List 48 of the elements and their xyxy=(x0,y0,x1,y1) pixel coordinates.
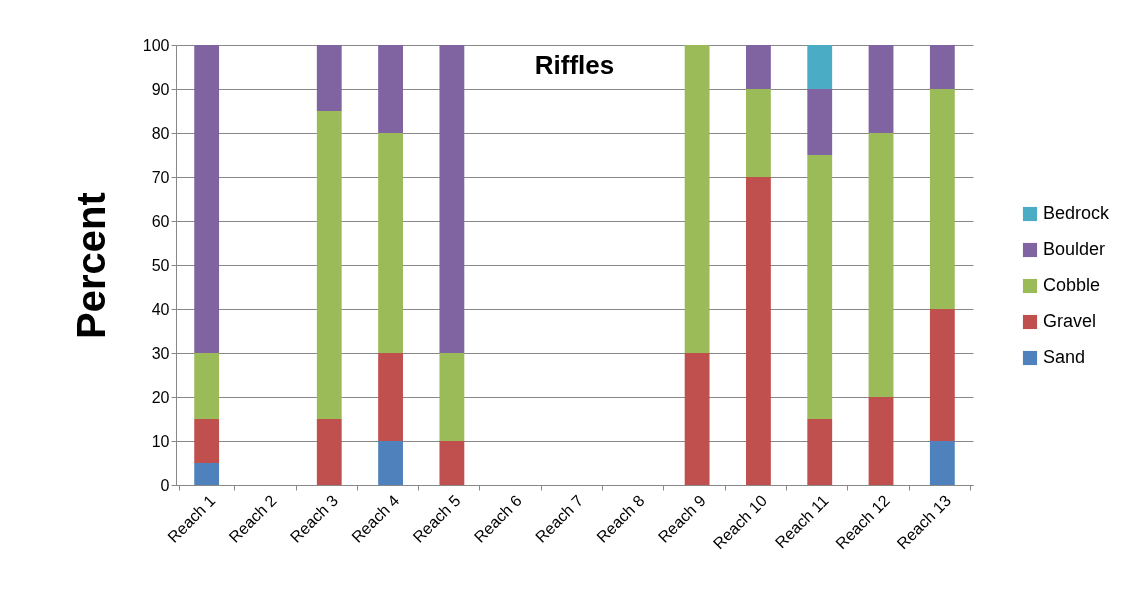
bar xyxy=(378,45,403,133)
legend-label: Gravel xyxy=(1043,311,1097,331)
bar xyxy=(746,177,771,485)
bar xyxy=(807,45,833,89)
bar xyxy=(868,45,894,133)
legend-label: Bedrock xyxy=(1043,203,1111,223)
bar xyxy=(316,111,342,419)
bar xyxy=(378,441,403,485)
bar xyxy=(194,463,220,485)
y-tick-label: 20 xyxy=(151,388,170,406)
bar xyxy=(194,45,220,353)
bar xyxy=(868,397,894,485)
bar xyxy=(746,45,771,89)
bar xyxy=(316,419,342,485)
bar xyxy=(378,133,403,353)
bar xyxy=(439,45,465,353)
y-tick-label: 60 xyxy=(151,212,170,230)
y-tick-label: 70 xyxy=(151,168,170,186)
y-axis-title: Percent xyxy=(68,192,113,339)
y-tick-label: 50 xyxy=(151,256,170,274)
chart-title: Riffles xyxy=(534,50,615,80)
y-tick-label: 80 xyxy=(151,124,170,142)
legend-label: Cobble xyxy=(1043,275,1101,295)
y-tick-label: 90 xyxy=(151,80,170,98)
bar xyxy=(746,89,771,177)
legend-label: Sand xyxy=(1043,347,1086,367)
y-tick-label: 40 xyxy=(151,300,170,318)
bar xyxy=(194,353,220,419)
y-tick-label: 10 xyxy=(151,432,170,450)
bar xyxy=(194,419,220,463)
legend-label: Boulder xyxy=(1043,239,1106,259)
bar xyxy=(439,441,465,485)
bar xyxy=(807,155,833,419)
y-tick-label: 100 xyxy=(142,36,170,54)
bar xyxy=(439,353,465,441)
bar xyxy=(929,441,955,485)
bar xyxy=(807,89,833,155)
y-tick-label: 30 xyxy=(151,344,170,362)
bar xyxy=(929,309,955,441)
bar xyxy=(316,45,342,111)
bar xyxy=(929,45,955,89)
y-tick-label: 0 xyxy=(160,476,170,494)
bar xyxy=(684,45,710,353)
bar xyxy=(807,419,833,485)
bar xyxy=(929,89,955,309)
bar xyxy=(378,353,403,441)
bar xyxy=(684,353,710,485)
bar xyxy=(868,133,894,397)
